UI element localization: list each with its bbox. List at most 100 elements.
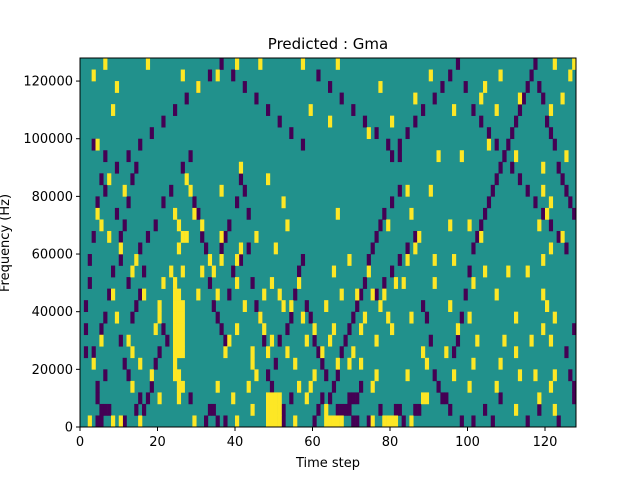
heatmap-cell-high (87, 415, 92, 428)
heatmap-cell-high (541, 184, 546, 197)
heatmap-cell-high (176, 323, 182, 336)
heatmap-cell-high (192, 207, 197, 220)
heatmap-cell-low (103, 311, 108, 324)
heatmap-cell-high (173, 357, 178, 370)
heatmap-cell-high (382, 288, 387, 301)
heatmap-cell-low (207, 69, 213, 82)
heatmap-cell-high (479, 92, 484, 105)
heatmap-cell-high (95, 207, 100, 220)
heatmap-cell-high (413, 92, 418, 105)
heatmap-cell-low (231, 265, 236, 278)
heatmap-cell-high (173, 334, 178, 347)
heatmap-cell-high (483, 81, 488, 93)
heatmap-cell-low (145, 230, 151, 243)
heatmap-cell-low (393, 403, 399, 416)
y-axis-ticks: 0 20000 40000 60000 80000 100000 120000 (23, 75, 80, 436)
heatmap-cell-low (548, 219, 554, 232)
heatmap-cell-high (324, 403, 329, 416)
heatmap-cell-low (215, 415, 220, 428)
heatmap-cell-high (514, 403, 519, 416)
heatmap-cell-low (161, 196, 166, 209)
heatmap-cell-high (254, 230, 259, 243)
heatmap-cell-low (483, 403, 488, 416)
heatmap-cell-low (289, 392, 294, 405)
heatmap-cell-low (304, 300, 309, 312)
heatmap-cell-low (188, 392, 193, 405)
heatmap-cell-low (262, 334, 267, 347)
heatmap-cell-low (316, 69, 321, 82)
heatmap-cell-low (227, 219, 232, 232)
heatmap-cell-low (397, 254, 402, 266)
heatmap-cell-low (343, 334, 348, 347)
heatmap-cell-high (242, 300, 247, 312)
heatmap-cell-low (254, 300, 259, 312)
heatmap-cell-low (572, 392, 577, 405)
heatmap-cell-high (176, 288, 182, 301)
heatmap-cell-high (312, 323, 317, 336)
heatmap-cell-low (138, 242, 143, 255)
heatmap-cell-high (250, 403, 255, 416)
heatmap-cell-high (335, 58, 340, 70)
heatmap-cell-low (444, 392, 449, 405)
heatmap-cell-low (118, 334, 123, 347)
heatmap-cell-low (355, 392, 360, 405)
heatmap-cell-low (277, 115, 282, 128)
heatmap-cell-high (180, 334, 185, 347)
x-tick-label: 120 (533, 435, 558, 450)
heatmap-cell-high (254, 369, 259, 382)
heatmap-cell-low (347, 323, 352, 336)
heatmap-cell-high (409, 415, 414, 428)
heatmap-cell-low (200, 230, 205, 243)
heatmap-cell-high (184, 173, 189, 186)
heatmap-cell-low (455, 334, 461, 347)
heatmap-cell-high (564, 150, 569, 163)
heatmap-cell-high (444, 346, 449, 359)
heatmap-cell-high (219, 184, 224, 197)
heatmap-cell-low (405, 242, 410, 255)
heatmap-cell-low (448, 69, 453, 82)
heatmap-cell-low (320, 357, 325, 370)
heatmap-cell-high (118, 242, 123, 255)
heatmap-cell-low (122, 219, 127, 232)
heatmap-cell-high (223, 346, 228, 359)
heatmap-cell-high (401, 277, 406, 289)
plot-frame (79, 57, 577, 428)
heatmap-cell-high (417, 230, 422, 243)
heatmap-cell-low (316, 346, 321, 359)
heatmap-cell-high (180, 311, 185, 324)
heatmap-cell-high (176, 369, 182, 382)
heatmap-cell-high (386, 415, 391, 428)
heatmap-cell-low (479, 115, 484, 128)
heatmap-cell-low (568, 369, 573, 382)
heatmap-cell-low (107, 288, 112, 301)
heatmap-cell-low (351, 104, 356, 116)
heatmap-cell-high (258, 311, 263, 324)
heatmap-cell-high (161, 277, 166, 289)
heatmap-cell-low (103, 369, 108, 382)
heatmap-cell-low (114, 207, 120, 220)
heatmap-cell-low (498, 392, 503, 405)
heatmap-cell-high (246, 380, 251, 393)
heatmap-cell-high (207, 254, 213, 266)
heatmap-cell-high (370, 380, 375, 393)
heatmap-cell-high (99, 219, 104, 232)
heatmap-cell-high (324, 300, 329, 312)
heatmap-cell-low (432, 92, 437, 105)
heatmap-cell-high (386, 219, 391, 232)
heatmap-cell-high (432, 254, 437, 266)
heatmap-cell-high (235, 323, 240, 336)
heatmap-cell-low (134, 403, 139, 416)
x-tick-label: 60 (304, 435, 321, 450)
heatmap-cell-low (130, 173, 135, 186)
heatmap-cell-low (238, 254, 244, 266)
heatmap-cell-low (126, 196, 131, 209)
heatmap-cell-high (366, 265, 371, 278)
heatmap-cell-low (533, 58, 538, 70)
heatmap-cell-high (300, 58, 306, 70)
heatmap-cell-high (541, 288, 546, 301)
heatmap-cell-high (409, 311, 414, 324)
heatmap-cell-high (390, 323, 395, 336)
heatmap-cell-high (111, 104, 116, 116)
heatmap-cell-low (87, 254, 92, 266)
heatmap-cell-low (525, 184, 530, 197)
